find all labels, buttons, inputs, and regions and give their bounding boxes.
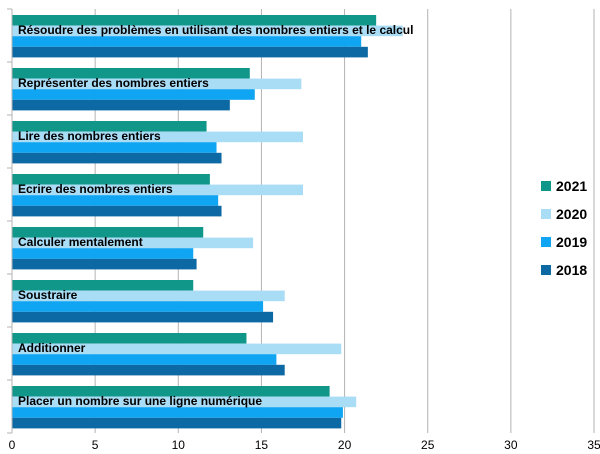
x-axis: 0 5 10 15 20 25 30 35: [7, 8, 600, 452]
bar-2021-additionner: [12, 333, 247, 344]
bar-2020-additionner: [12, 343, 342, 355]
bar-2019-calculer-mentalement: [12, 248, 194, 259]
legend-swatch-2020: [541, 209, 551, 219]
bar-2019-additionner: [12, 354, 277, 365]
bar-2018-additionner: [12, 364, 285, 376]
bar-2020-calculer-mentalement: [12, 237, 254, 249]
bar-2020-resoudre-des-problemes-en-utilisant-des-nombres-entiers-et-le-calcul: [12, 25, 403, 37]
bar-2020-placer-un-nombre-sur-une-ligne-numerique: [12, 396, 357, 408]
legend-label-2018: 2018: [556, 262, 587, 278]
bar-2021-representer-des-nombres-entiers: [12, 68, 250, 79]
legend-label-2021: 2021: [556, 178, 587, 194]
bar-2021-resoudre-des-problemes-en-utilisant-des-nombres-entiers-et-le-calcul: [12, 15, 377, 26]
bar-2018-representer-des-nombres-entiers: [12, 99, 230, 111]
x-tick-label-35: 35: [587, 438, 600, 452]
category-label-placer-un-nombre-sur-une-ligne-numerique: Placer un nombre sur une ligne numérique: [18, 394, 262, 408]
bar-2019-ecrire-des-nombres-entiers: [12, 195, 219, 206]
bar-2019-lire-des-nombres-entiers: [12, 142, 217, 153]
category-label-lire-des-nombres-entiers: Lire des nombres entiers: [18, 129, 161, 143]
x-tick-label-30: 30: [504, 438, 518, 452]
legend-swatch-2019: [541, 237, 551, 247]
bar-2019-placer-un-nombre-sur-une-ligne-numerique: [12, 407, 343, 418]
legend-swatch-2018: [541, 265, 551, 275]
category-label-additionner: Additionner: [18, 341, 86, 355]
x-tick-label-0: 0: [9, 438, 16, 452]
legend-swatch-2021: [541, 181, 551, 191]
bar-2020-representer-des-nombres-entiers: [12, 78, 302, 90]
legend: 2021 2020 2019 2018: [541, 178, 587, 278]
x-tick-label-5: 5: [92, 438, 99, 452]
bar-2020-soustraire: [12, 290, 285, 302]
bar-2020-ecrire-des-nombres-entiers: [12, 184, 303, 196]
legend-label-2019: 2019: [556, 234, 587, 250]
x-tick-label-25: 25: [421, 438, 435, 452]
category-label-ecrire-des-nombres-entiers: Ecrire des nombres entiers: [18, 182, 173, 196]
bar-2018-calculer-mentalement: [12, 258, 197, 270]
bar-2018-ecrire-des-nombres-entiers: [12, 205, 222, 217]
bar-2019-soustraire: [12, 301, 264, 312]
category-label-representer-des-nombres-entiers: Représenter des nombres entiers: [18, 76, 209, 90]
category-label-soustraire: Soustraire: [18, 288, 78, 302]
bar-2020-lire-des-nombres-entiers: [12, 131, 303, 143]
category-label-calculer-mentalement: Calculer mentalement: [18, 235, 143, 249]
x-tick-label-15: 15: [255, 438, 269, 452]
bar-2018-resoudre-des-problemes-en-utilisant-des-nombres-entiers-et-le-calcul: [12, 46, 368, 58]
legend-label-2020: 2020: [556, 206, 587, 222]
bars: [12, 15, 403, 429]
bar-2019-representer-des-nombres-entiers: [12, 89, 255, 100]
bar-2019-resoudre-des-problemes-en-utilisant-des-nombres-entiers-et-le-calcul: [12, 36, 362, 47]
bar-2021-lire-des-nombres-entiers: [12, 121, 207, 132]
category-labels: Résoudre des problèmes en utilisant des …: [18, 23, 413, 408]
bar-2021-soustraire: [12, 280, 194, 291]
bar-2018-placer-un-nombre-sur-une-ligne-numerique: [12, 417, 342, 429]
x-tick-label-20: 20: [338, 438, 352, 452]
x-tick-label-10: 10: [172, 438, 186, 452]
category-label-resoudre-des-problemes-en-utilisant-des-nombres-entiers-et-le-calcul: Résoudre des problèmes en utilisant des …: [18, 23, 413, 37]
bar-2021-placer-un-nombre-sur-une-ligne-numerique: [12, 386, 330, 397]
bar-2018-soustraire: [12, 311, 274, 323]
bar-2018-lire-des-nombres-entiers: [12, 152, 222, 164]
bar-2021-ecrire-des-nombres-entiers: [12, 174, 210, 185]
bar-2021-calculer-mentalement: [12, 227, 204, 238]
